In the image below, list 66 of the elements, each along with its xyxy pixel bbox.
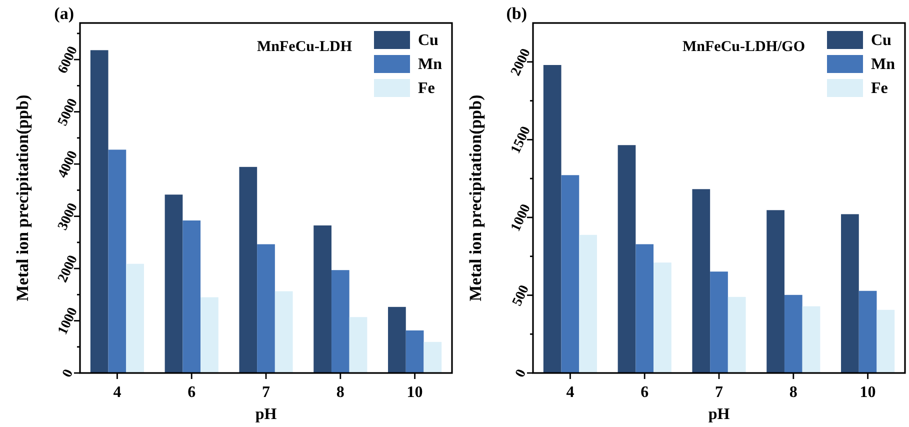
y-tick-label: 2000 xyxy=(508,46,534,78)
bar xyxy=(692,189,710,373)
bar xyxy=(424,342,442,373)
bar xyxy=(636,244,654,373)
bar xyxy=(802,306,820,373)
y-tick-label: 1000 xyxy=(56,305,81,338)
bar xyxy=(182,220,201,373)
legend-label: Cu xyxy=(418,32,439,49)
legend-label: Mn xyxy=(871,56,896,73)
bar xyxy=(90,50,108,373)
bar xyxy=(654,262,672,373)
y-axis-title: Metal ion precipitation(ppb) xyxy=(466,94,485,302)
y-tick-label: 3000 xyxy=(56,201,81,233)
x-tick-label: 8 xyxy=(789,384,798,401)
bar xyxy=(579,234,597,373)
bar xyxy=(108,150,126,373)
legend-label: Mn xyxy=(418,56,442,73)
y-axis-title: Metal ion precipitation(ppb) xyxy=(13,94,32,302)
x-tick-label: 7 xyxy=(715,384,723,401)
bar xyxy=(728,296,746,373)
y-tick-label: 0 xyxy=(60,367,77,380)
bar xyxy=(766,210,784,373)
x-axis-title: pH xyxy=(708,406,730,423)
y-tick-label: 500 xyxy=(510,283,533,308)
bar xyxy=(561,175,580,373)
bar xyxy=(858,290,877,373)
bar xyxy=(388,306,406,373)
bar xyxy=(876,310,895,373)
y-tick-label: 4000 xyxy=(56,148,81,180)
x-tick-label: 6 xyxy=(640,384,649,401)
bar xyxy=(710,272,728,373)
legend-label: Fe xyxy=(418,80,435,97)
annotation: MnFeCu-LDH/GO xyxy=(682,39,805,55)
bar xyxy=(239,166,258,373)
x-tick-label: 10 xyxy=(860,384,876,401)
y-tick-label: 0 xyxy=(512,367,530,380)
bar xyxy=(257,244,275,373)
bar xyxy=(349,317,368,373)
bar xyxy=(618,145,636,373)
y-tick-label: 6000 xyxy=(56,44,81,76)
bar xyxy=(274,291,293,373)
bar xyxy=(543,65,562,373)
x-tick-label: 4 xyxy=(566,384,574,401)
chart-title: (b) xyxy=(506,4,527,23)
y-tick-label: 1000 xyxy=(508,202,534,234)
bar xyxy=(784,294,802,373)
bar xyxy=(331,270,350,373)
annotation: MnFeCu-LDH xyxy=(257,39,352,55)
bar xyxy=(164,194,183,373)
legend-label: Fe xyxy=(871,80,888,97)
chart-title: (a) xyxy=(54,4,74,23)
bar xyxy=(200,297,218,373)
x-tick-label: 7 xyxy=(262,384,270,401)
x-axis-title: pH xyxy=(255,406,278,423)
x-tick-label: 4 xyxy=(113,384,122,401)
bar xyxy=(406,330,424,373)
legend-label: Cu xyxy=(871,32,892,49)
x-tick-label: 8 xyxy=(336,384,344,401)
x-tick-label: 10 xyxy=(406,384,423,401)
y-tick-label: 1500 xyxy=(508,124,534,156)
y-tick-label: 5000 xyxy=(56,96,81,128)
bar xyxy=(126,264,144,373)
bar xyxy=(314,225,332,373)
y-tick-label: 2000 xyxy=(56,253,81,285)
x-tick-label: 6 xyxy=(188,384,196,401)
bar xyxy=(841,214,859,373)
